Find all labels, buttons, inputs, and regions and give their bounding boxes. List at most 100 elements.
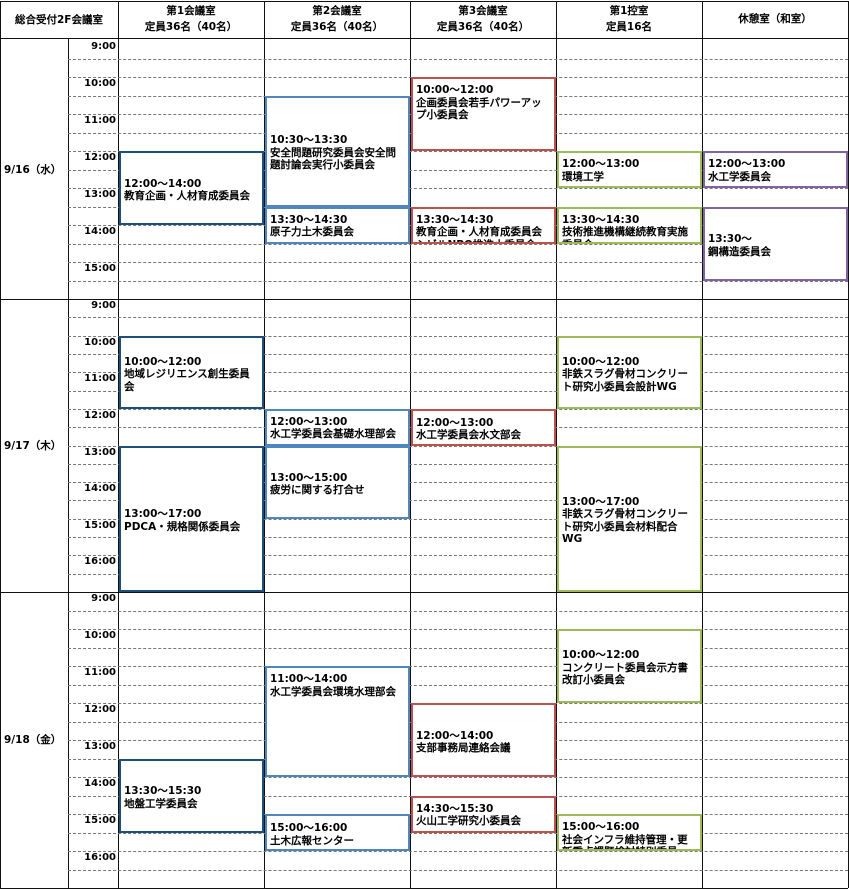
event-block[interactable]: 13:00〜17:00 PDCA・規格関係委員会 (119, 445, 264, 592)
event-block[interactable]: 10:00〜12:00 企画委員会若手パワーアップ小委員会 (411, 77, 556, 151)
event-time: 13:30〜14:30 (416, 213, 494, 226)
event-time: 13:00〜15:00 (270, 471, 348, 484)
event-time: 10:00〜12:00 (416, 84, 494, 96)
event-title: 水工学委員会 (708, 170, 771, 183)
event-title: 非鉄スラグ骨材コンクリート研究小委員会材料配合WG (562, 508, 688, 546)
room-capacity: 定員16名 (605, 21, 653, 33)
event-time: 12:00〜14:00 (124, 177, 202, 190)
event-block[interactable]: 13:00〜17:00 非鉄スラグ骨材コンクリート研究小委員会材料配合WG (557, 445, 702, 592)
event-title: 支部事務局連絡会議 (416, 742, 511, 754)
event-time: 10:30〜13:30 (270, 134, 348, 147)
time-gridline (68, 335, 848, 337)
event-title: 水工学委員会環境水理部会 (270, 685, 396, 698)
event-block[interactable]: 13:00〜15:00 疲労に関する打合せ (265, 445, 410, 519)
time-gridline (68, 777, 848, 778)
event-title: 原子力土木委員会 (270, 226, 354, 238)
event-title: 環境工学 (562, 170, 604, 183)
time-gridline (68, 243, 848, 245)
event-time: 13:30〜15:30 (124, 785, 202, 797)
time-gridline (68, 610, 848, 612)
time-gridline (68, 869, 848, 871)
event-title: 土木広報センター (270, 834, 354, 847)
event-block[interactable]: 12:00〜13:00 水工学委員会 (703, 151, 848, 188)
event-time: 10:00〜12:00 (562, 355, 640, 368)
time-label: 15:00 (84, 519, 116, 531)
time-column-divider (68, 38, 69, 888)
time-gridline (68, 390, 848, 392)
time-gridline (68, 518, 848, 520)
room-name: 第2会議室 (312, 5, 362, 17)
room-header: 第1控室定員16名 (556, 2, 702, 36)
event-block[interactable]: 12:00〜13:00 水工学委員会基礎水理部会 (265, 408, 410, 446)
time-label: 12:00 (84, 704, 116, 715)
event-title: 教育企画・人材育成委員会 (124, 190, 250, 202)
time-gridline (68, 188, 848, 189)
time-label: 11:00 (84, 373, 116, 385)
column-divider (702, 1, 703, 888)
time-label: 10:00 (84, 78, 116, 89)
room-header: 第2会議室 定員36名（40名） (264, 2, 410, 36)
header-divider (0, 38, 848, 39)
column-divider (410, 1, 411, 888)
event-block[interactable]: 13:30〜14:30 原子力土木委員会 (265, 206, 410, 244)
time-gridline (68, 463, 848, 465)
event-title: 水工学委員会基礎水理部会 (270, 428, 396, 441)
event-block[interactable]: 12:00〜13:00 環境工学 (557, 151, 702, 188)
time-label: 10:00 (84, 630, 116, 641)
event-title: 企画委員会若手パワーアップ小委員会 (416, 96, 542, 122)
event-title: 地盤工学委員会 (124, 797, 198, 810)
time-gridline (68, 666, 848, 667)
event-block[interactable]: 14:30〜15:30 火山工学研究小委員会 (411, 795, 556, 833)
event-block[interactable]: 13:30〜15:30 地盤工学委員会 (119, 758, 264, 833)
event-time: 12:00〜13:00 (416, 416, 494, 429)
event-time: 12:00〜13:00 (562, 158, 640, 170)
event-block[interactable]: 15:00〜16:00 土木広報センター (265, 814, 410, 851)
time-label: 13:00 (84, 189, 116, 200)
event-block[interactable]: 11:00〜14:00 水工学委員会環境水理部会 (265, 666, 410, 777)
time-gridline (68, 372, 848, 374)
time-gridline (68, 832, 848, 834)
time-label: 12:00 (84, 409, 116, 421)
event-title: 教育企画・人材育成委員会シビルNPO推進小委員会 (416, 226, 542, 242)
event-time: 15:00〜16:00 (562, 821, 640, 833)
event-block[interactable]: 12:00〜13:00 水工学委員会水文部会 (411, 408, 556, 446)
event-block[interactable]: 10:30〜13:30 安全問題研究委員会安全問題討論会実行小委員会 (265, 95, 410, 207)
frame-top (0, 1, 848, 2)
time-label: 9:00 (91, 41, 116, 52)
event-title: 疲労に関する打合せ (270, 484, 365, 497)
time-gridline (68, 555, 848, 557)
day-label: 9/16（水） (4, 163, 62, 176)
time-label: 11:00 (84, 667, 116, 678)
event-title: 技術推進機構継続教育実施委員会 (562, 226, 688, 242)
event-time: 13:00〜17:00 (562, 495, 640, 508)
event-title: 水工学委員会水文部会 (416, 429, 521, 442)
event-block[interactable]: 13:30〜 鋼構造委員会 (703, 206, 848, 281)
time-gridline (68, 684, 848, 686)
event-block[interactable]: 12:00〜14:00 支部事務局連絡会議 (411, 703, 556, 777)
event-block[interactable]: 12:00〜14:00 教育企画・人材育成委員会 (119, 151, 264, 225)
event-block[interactable]: 10:00〜12:00 非鉄スラグ骨材コンクリート研究小委員会設計WG (557, 335, 702, 409)
time-gridline (68, 445, 848, 447)
time-label: 14:00 (84, 483, 116, 495)
day-label: 9/17（木） (4, 439, 62, 452)
room-capacity: 定員36名（40名） (144, 21, 238, 33)
time-label: 13:00 (84, 446, 116, 458)
time-label: 12:00 (84, 152, 116, 163)
event-block[interactable]: 10:00〜12:00 コンクリート委員会示方書改訂小委員会 (557, 629, 702, 703)
time-label: 9:00 (91, 593, 116, 604)
event-time: 13:30〜 (708, 233, 752, 245)
day-separator (0, 888, 848, 889)
time-gridline (68, 262, 848, 263)
room-name: 第1控室 (609, 5, 649, 17)
room-name: 第1会議室 (166, 5, 216, 17)
event-block[interactable]: 10:00〜12:00 地域レジリエンス創生委員会 (119, 335, 264, 409)
time-gridline (68, 629, 848, 630)
time-gridline (68, 280, 848, 282)
event-time: 13:00〜17:00 (124, 508, 202, 521)
event-block[interactable]: 13:30〜14:30技術推進機構継続教育実施委員会 (557, 206, 702, 244)
event-time: 14:30〜15:30 (416, 802, 494, 815)
event-time: 12:00〜13:00 (708, 158, 786, 170)
